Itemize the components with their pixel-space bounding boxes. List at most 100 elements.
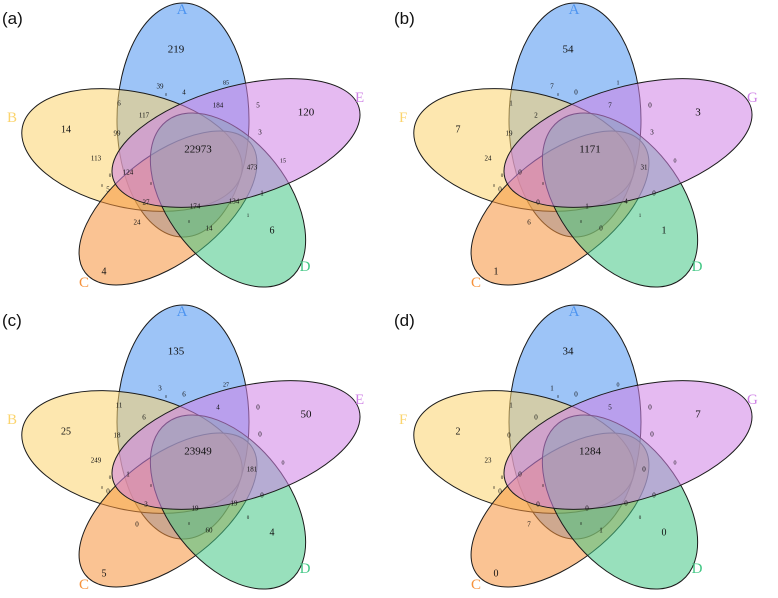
region-count: 0 <box>150 483 152 488</box>
region-count: 50 <box>301 409 313 421</box>
region-count: 1 <box>599 527 603 535</box>
region-count: 0 <box>642 466 646 474</box>
region-count: 0 <box>639 516 642 521</box>
region-count: 1171 <box>579 144 601 156</box>
region-count: 473 <box>247 164 258 172</box>
region-count: 0 <box>498 186 502 194</box>
set-label: A <box>569 2 580 18</box>
region-count: 15 <box>280 158 286 164</box>
region-count: 0 <box>624 500 628 508</box>
region-count: 1 <box>247 214 250 219</box>
set-label: D <box>692 259 703 275</box>
region-count: 5 <box>256 102 260 110</box>
region-count: 120 <box>298 107 315 119</box>
region-count: 0 <box>493 183 495 188</box>
region-count: 3 <box>158 385 162 393</box>
region-count: 219 <box>168 44 185 56</box>
region-count: 174 <box>190 203 201 211</box>
set-ellipse-e <box>503 78 753 208</box>
region-count: 0 <box>507 432 511 440</box>
set-label: D <box>300 561 311 577</box>
region-count: 24 <box>134 219 142 227</box>
region-count: 4 <box>216 404 220 412</box>
region-count: 0 <box>648 404 652 412</box>
panel-letter: (c) <box>2 311 22 330</box>
set-label: D <box>300 259 311 275</box>
region-count: 3 <box>258 129 262 137</box>
region-count: 3 <box>650 129 654 137</box>
region-count: 7 <box>695 409 701 421</box>
set-label: B <box>7 110 17 126</box>
region-count: 11 <box>116 402 123 410</box>
region-count: 0 <box>674 460 677 466</box>
region-count: 0 <box>574 391 578 399</box>
region-count: 0 <box>542 181 544 186</box>
set-label: B <box>7 412 17 428</box>
region-count: 124 <box>123 169 134 177</box>
panel-letter: (b) <box>394 9 415 28</box>
region-count: 7 <box>608 102 612 110</box>
panel-letter: (a) <box>2 9 23 28</box>
region-count: 0 <box>501 476 504 481</box>
region-count: 0 <box>652 492 656 500</box>
region-count: 113 <box>91 155 102 163</box>
region-count: 0 <box>501 174 504 179</box>
region-count: 3 <box>144 501 148 509</box>
region-count: 7 <box>527 521 531 529</box>
set-label: A <box>569 304 580 320</box>
region-count: 60 <box>206 527 214 535</box>
set-label: C <box>79 577 89 593</box>
region-count: 6 <box>270 225 275 236</box>
region-count: 6 <box>182 391 186 399</box>
region-count: 99 <box>114 130 122 138</box>
region-count: 6 <box>117 100 121 108</box>
set-label: A <box>177 304 188 320</box>
region-count: 4 <box>270 527 275 538</box>
region-count: 19 <box>192 505 200 513</box>
region-count: 1 <box>585 203 589 211</box>
region-count: 134 <box>229 198 240 206</box>
region-count: 0 <box>557 394 559 399</box>
region-count: 25 <box>61 426 71 437</box>
region-count: 14 <box>61 124 71 135</box>
region-count: 117 <box>139 112 150 120</box>
region-count: 0 <box>150 181 152 186</box>
region-count: 4 <box>624 198 628 206</box>
region-count: 5 <box>102 568 107 579</box>
region-count: 0 <box>534 414 538 422</box>
region-count: 0 <box>282 460 285 466</box>
region-count: 0 <box>650 431 654 439</box>
region-count: 0 <box>542 483 544 488</box>
panel-letter: (d) <box>394 311 415 330</box>
region-count: 19 <box>506 130 514 138</box>
region-count: 1 <box>550 385 554 393</box>
region-count: 54 <box>563 44 575 56</box>
set-label: C <box>471 275 481 291</box>
region-count: 0 <box>256 404 260 412</box>
region-count: 1 <box>509 402 513 410</box>
region-count: 24 <box>485 155 493 163</box>
region-count: 0 <box>648 102 652 110</box>
region-count: 0 <box>617 382 620 388</box>
region-count: 0 <box>260 492 264 500</box>
region-count: 0 <box>585 505 589 513</box>
region-count: 0 <box>662 527 667 538</box>
region-count: 19 <box>231 500 239 508</box>
region-count: 135 <box>168 346 185 358</box>
region-count: 0 <box>574 89 578 97</box>
region-count: 1 <box>260 190 264 198</box>
region-count: 1 <box>494 266 499 277</box>
region-count: 0 <box>165 92 167 97</box>
set-label: F <box>399 110 407 126</box>
region-count: 0 <box>599 225 603 233</box>
region-count: 1 <box>662 225 667 236</box>
set-ellipse-e <box>111 380 361 510</box>
region-count: 181 <box>247 466 258 474</box>
set-label: E <box>355 392 364 408</box>
region-count: 31 <box>641 164 649 172</box>
region-count: 0 <box>101 183 103 188</box>
region-count: 39 <box>157 83 165 91</box>
region-count: 18 <box>114 432 122 440</box>
